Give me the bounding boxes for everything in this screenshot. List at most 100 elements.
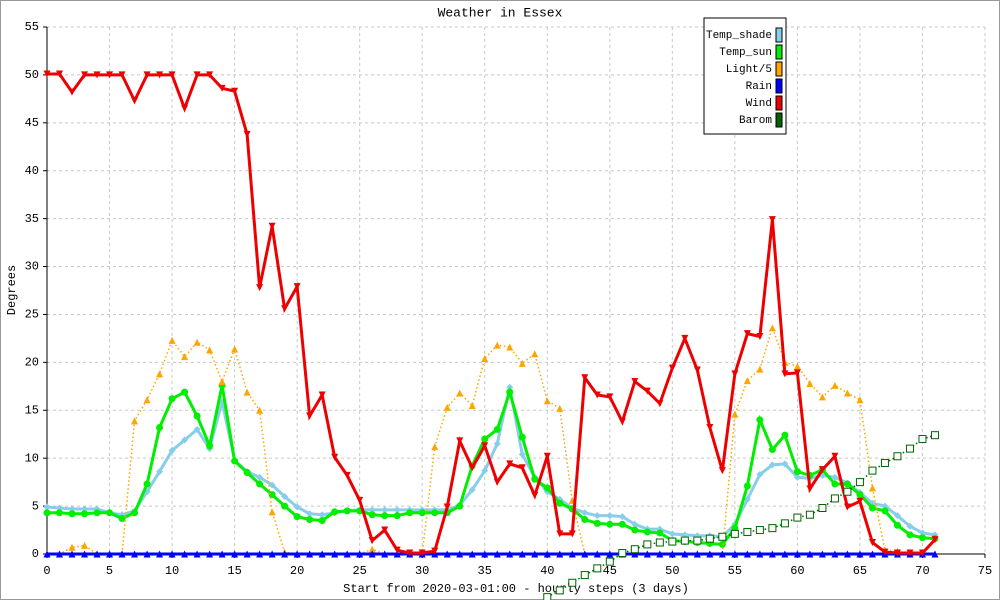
point — [81, 550, 89, 558]
point — [806, 485, 814, 493]
point — [468, 464, 476, 472]
point — [693, 536, 702, 545]
point — [181, 436, 189, 444]
point — [581, 374, 589, 382]
y-tick-label: 0 — [32, 547, 39, 561]
point — [318, 511, 326, 519]
point — [906, 549, 914, 557]
point — [881, 502, 889, 510]
point — [768, 524, 777, 533]
point — [406, 509, 414, 517]
point — [793, 468, 801, 476]
point — [631, 520, 639, 528]
point — [368, 506, 376, 514]
point — [506, 383, 514, 391]
point — [756, 365, 764, 373]
y-tick-label: 30 — [25, 260, 39, 274]
point — [643, 550, 651, 558]
y-tick-label: 35 — [25, 212, 39, 226]
point — [493, 478, 501, 486]
point — [718, 532, 727, 541]
point — [831, 550, 839, 558]
point — [193, 412, 201, 420]
point — [143, 480, 151, 488]
point — [881, 548, 889, 556]
point — [106, 550, 114, 558]
point — [218, 550, 226, 558]
point — [281, 502, 289, 510]
point — [730, 529, 739, 538]
point — [731, 370, 739, 378]
legend-swatch — [775, 27, 783, 43]
point — [443, 403, 451, 411]
point — [593, 519, 601, 527]
point — [631, 550, 639, 558]
point — [618, 513, 626, 521]
point — [118, 550, 126, 558]
point — [843, 487, 852, 496]
point — [381, 512, 389, 520]
point — [831, 480, 839, 488]
point — [93, 509, 101, 517]
point — [81, 541, 89, 549]
point — [868, 550, 876, 558]
point — [43, 550, 51, 558]
point — [568, 578, 577, 587]
y-tick-label: 45 — [25, 116, 39, 130]
point — [406, 549, 414, 557]
point — [931, 536, 939, 544]
legend-box — [703, 17, 787, 135]
point — [893, 549, 901, 557]
y-tick-label: 15 — [25, 403, 39, 417]
point — [56, 504, 64, 512]
point — [893, 521, 901, 529]
y-axis-label: Degrees — [5, 265, 19, 315]
point — [256, 480, 264, 488]
series-line — [47, 385, 936, 546]
point — [381, 526, 389, 534]
y-tick-label: 40 — [25, 164, 39, 178]
point — [643, 528, 651, 536]
point — [318, 516, 326, 524]
point — [306, 412, 314, 420]
x-tick-label: 70 — [915, 564, 929, 578]
point — [431, 509, 439, 517]
point — [918, 534, 926, 542]
point — [393, 546, 401, 554]
point — [656, 400, 664, 408]
point — [556, 530, 564, 538]
point — [656, 529, 664, 537]
point — [868, 466, 877, 475]
point — [605, 557, 614, 566]
point — [468, 486, 476, 494]
point — [168, 395, 176, 403]
point — [331, 550, 339, 558]
legend-label: Temp_sun — [719, 47, 772, 59]
point — [681, 334, 689, 342]
point — [531, 350, 539, 358]
point — [231, 87, 239, 95]
point — [68, 510, 76, 518]
point — [806, 550, 814, 558]
point — [906, 522, 914, 530]
point — [618, 549, 627, 558]
point — [168, 336, 176, 344]
point — [893, 452, 902, 461]
point — [893, 512, 901, 520]
point — [81, 71, 89, 79]
point — [706, 424, 714, 432]
point — [643, 540, 652, 549]
point — [693, 550, 701, 558]
point — [518, 433, 526, 441]
x-tick-label: 25 — [352, 564, 366, 578]
point — [106, 509, 114, 517]
point — [555, 586, 564, 595]
point — [456, 437, 464, 445]
point — [743, 550, 751, 558]
point — [256, 284, 264, 292]
point — [493, 425, 501, 433]
point — [718, 540, 726, 548]
point — [506, 550, 514, 558]
